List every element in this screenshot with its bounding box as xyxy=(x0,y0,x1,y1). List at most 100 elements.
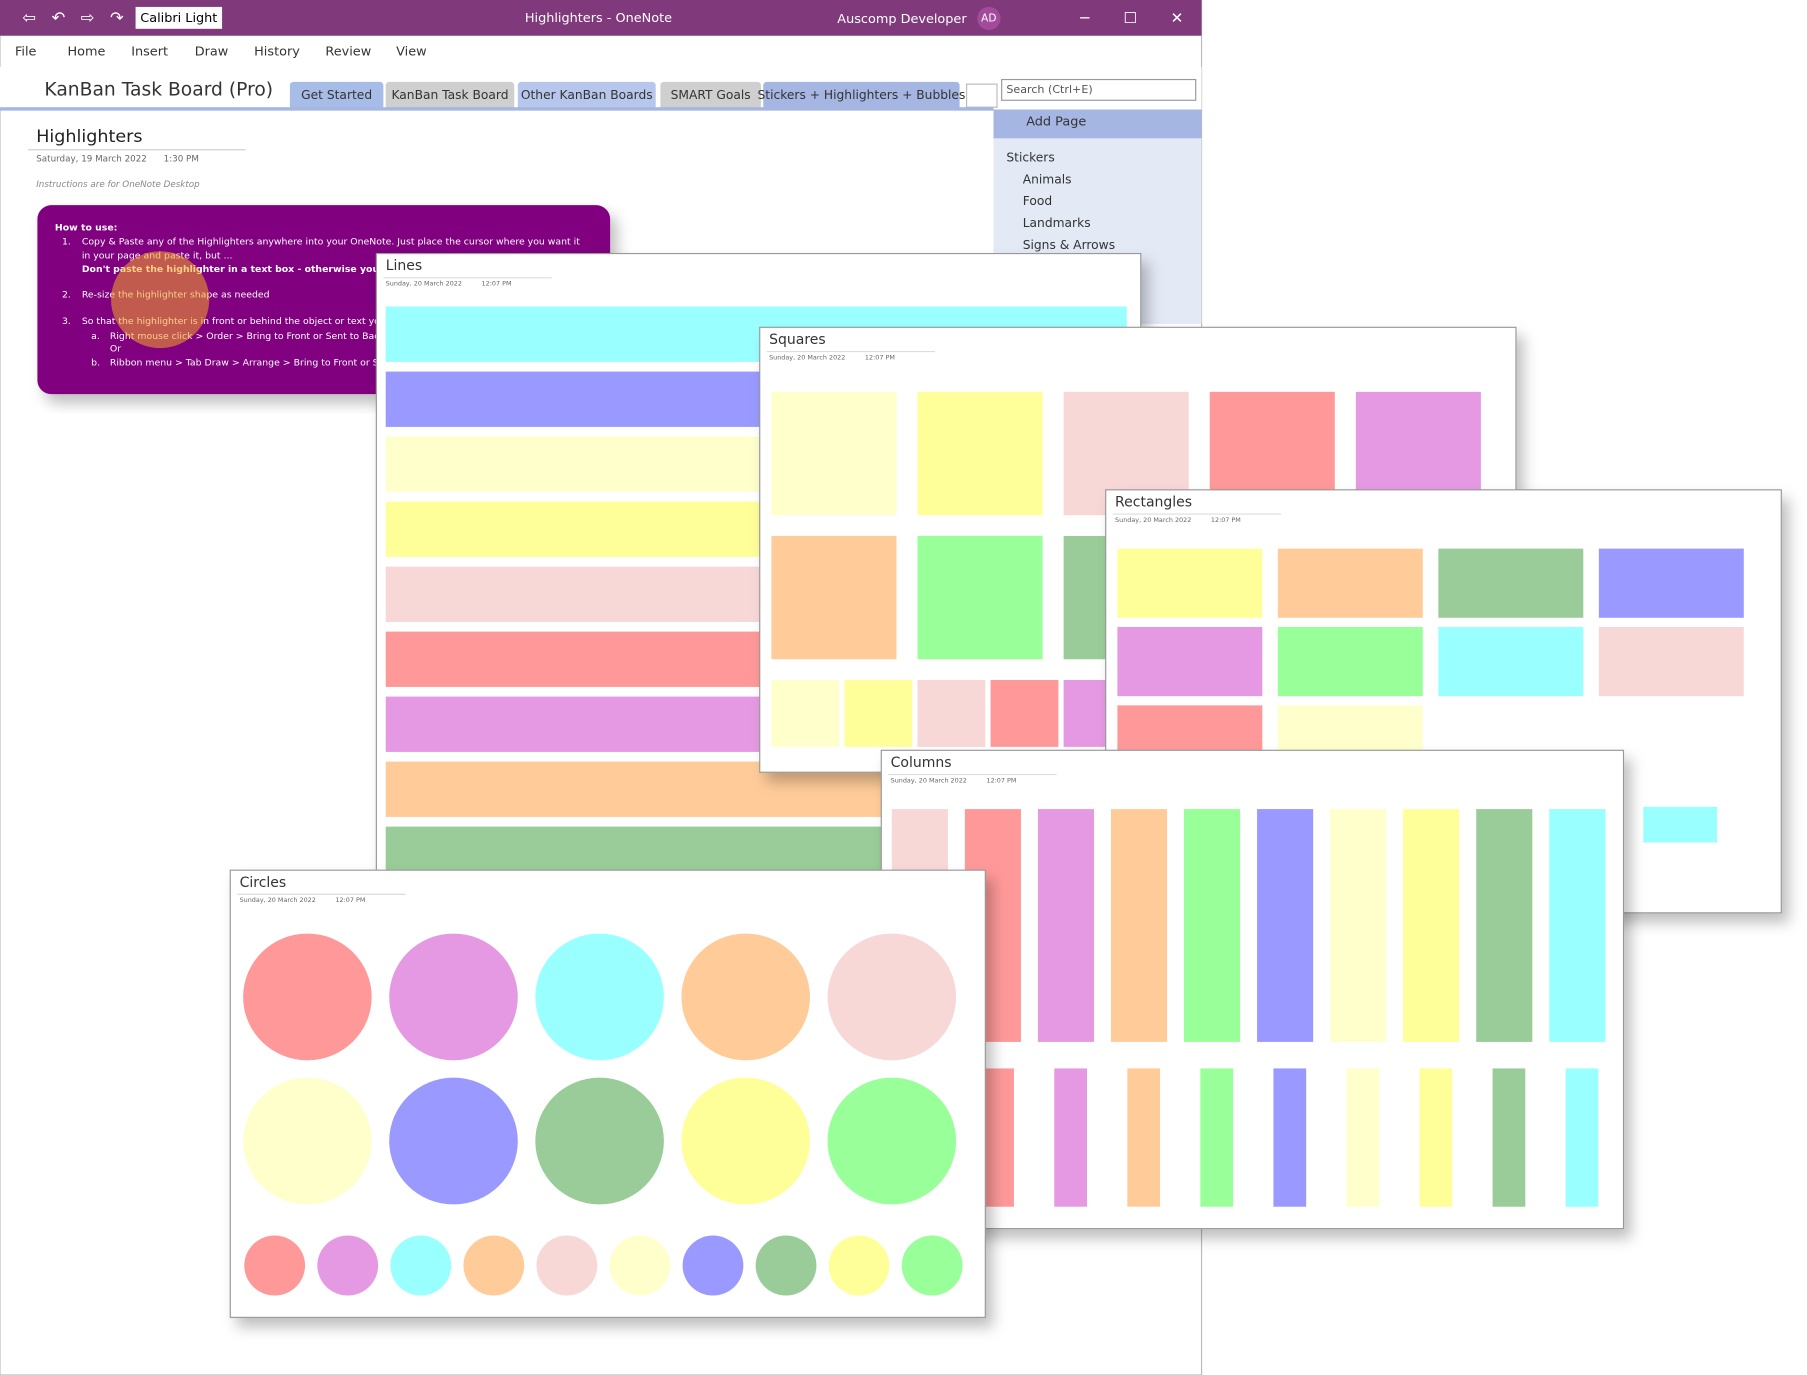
toolbar-icon[interactable]: ↷ xyxy=(110,8,124,27)
page-title: Highlighters xyxy=(36,127,142,147)
highlighter-column xyxy=(1330,809,1387,1042)
highlighter-column xyxy=(1476,809,1533,1042)
highlighter-rectangle xyxy=(1438,548,1584,618)
step-number: 3. xyxy=(62,316,71,327)
highlighter-rectangle xyxy=(1438,626,1584,697)
highlighter-circle-small xyxy=(828,1235,890,1296)
step-number: 1. xyxy=(62,237,71,248)
highlighter-column xyxy=(1403,809,1460,1042)
section-tab-label[interactable]: Get Started xyxy=(301,88,372,102)
highlighter-circle xyxy=(243,1077,372,1205)
clip-time: 12:07 PM xyxy=(335,896,365,904)
menu-item[interactable]: Review xyxy=(325,44,371,59)
menu-item[interactable]: History xyxy=(254,44,300,59)
user-name: Auscomp Developer xyxy=(837,12,967,27)
clip-title: Columns xyxy=(891,755,952,771)
page-time: 1:30 PM xyxy=(164,155,199,165)
highlighter-column-narrow xyxy=(1054,1068,1088,1207)
section-tab-label[interactable]: Stickers + Highlighters + Bubbles xyxy=(757,88,965,102)
highlighter-square-small xyxy=(990,680,1059,747)
search-placeholder[interactable]: Search (Ctrl+E) xyxy=(1006,83,1092,96)
menu-item[interactable]: File xyxy=(15,44,37,59)
highlighter-column-narrow xyxy=(981,1068,1014,1207)
clip-date: Sunday, 20 March 2022 xyxy=(386,280,462,288)
clip-title: Squares xyxy=(769,332,826,348)
highlighter-circle-small xyxy=(244,1235,306,1296)
section-tab-label[interactable]: Other KanBan Boards xyxy=(521,88,653,102)
highlighter-rectangle xyxy=(1598,626,1744,697)
page-note: Instructions are for OneNote Desktop xyxy=(36,180,200,190)
highlighter-circle-small xyxy=(463,1235,525,1296)
highlighter-square-small xyxy=(771,680,840,747)
how-to-heading: How to use: xyxy=(55,223,117,234)
clip-time: 12:07 PM xyxy=(986,776,1016,784)
section-tab-label[interactable]: SMART Goals xyxy=(671,88,751,102)
highlighter-circle xyxy=(243,933,372,1061)
add-page[interactable]: Add Page xyxy=(1026,115,1086,130)
page-link[interactable]: Landmarks xyxy=(1023,216,1091,230)
section-tab xyxy=(517,81,656,110)
page-link[interactable]: Signs & Arrows xyxy=(1023,238,1115,252)
highlighter-square xyxy=(917,391,1043,516)
page-link[interactable]: Animals xyxy=(1023,172,1072,186)
section-tab xyxy=(385,81,515,110)
page-link[interactable]: Stickers xyxy=(1006,150,1054,164)
toolbar-icon[interactable]: ↶ xyxy=(52,8,66,27)
highlighter-circle-small xyxy=(682,1235,744,1296)
avatar xyxy=(977,6,1001,30)
highlighter-square-small xyxy=(844,680,913,747)
highlighter-column-narrow xyxy=(1273,1068,1307,1207)
step-text: So that the highlighter is in front or b… xyxy=(82,316,386,327)
highlighter-circle-small xyxy=(390,1235,452,1296)
clip-date: Sunday, 20 March 2022 xyxy=(769,353,845,361)
highlighter-circle-small xyxy=(536,1235,598,1296)
clip-date: Sunday, 20 March 2022 xyxy=(240,896,316,904)
window-button[interactable]: ✕ xyxy=(1171,9,1184,27)
highlighter-column-narrow xyxy=(1492,1068,1526,1207)
highlighter-square xyxy=(771,391,897,516)
highlighter-circle-small xyxy=(901,1235,963,1296)
highlighter-rectangle xyxy=(1117,626,1263,697)
option-text: Right mouse click > Order > Bring to Fro… xyxy=(110,331,386,342)
search-box xyxy=(1001,78,1197,101)
menu-item[interactable]: Insert xyxy=(131,44,168,59)
page-link[interactable]: Food xyxy=(1023,194,1052,208)
highlighter-circle xyxy=(681,1077,810,1205)
highlighter-circle xyxy=(535,933,664,1061)
step-number: 2. xyxy=(62,290,71,301)
highlighter-column-narrow xyxy=(1419,1068,1453,1207)
highlighter-column xyxy=(1549,809,1606,1042)
highlighter-circle xyxy=(389,933,518,1061)
add-page-band xyxy=(993,109,1202,139)
window-button[interactable]: ☐ xyxy=(1123,9,1137,27)
highlighter-circle xyxy=(389,1077,518,1205)
highlighter-demo xyxy=(111,251,210,349)
highlighter-square xyxy=(771,535,897,660)
highlighter-rectangle-small xyxy=(1643,806,1718,843)
section-tab xyxy=(289,81,384,110)
section-tab-label[interactable]: KanBan Task Board xyxy=(391,88,508,102)
window-button[interactable]: ─ xyxy=(1079,9,1090,27)
highlighter-column xyxy=(1110,809,1168,1042)
font-name[interactable]: Calibri Light xyxy=(140,11,217,26)
menu-item[interactable]: Draw xyxy=(195,44,229,59)
toolbar-icon[interactable]: ⇨ xyxy=(81,8,95,27)
menu-item[interactable]: Home xyxy=(68,44,106,59)
clip-date: Sunday, 20 March 2022 xyxy=(891,776,967,784)
highlighter-column-narrow xyxy=(1346,1068,1380,1207)
highlighter-column xyxy=(1257,809,1314,1042)
highlighter-rectangle xyxy=(1598,548,1744,618)
toolbar-icon[interactable]: ⇦ xyxy=(22,8,36,27)
clip-time: 12:07 PM xyxy=(1211,516,1241,524)
highlighter-column-narrow xyxy=(1127,1068,1161,1207)
add-tab xyxy=(966,83,998,108)
clip-title: Circles xyxy=(240,875,287,891)
menu-item[interactable]: View xyxy=(396,44,426,59)
clip-title: Lines xyxy=(386,258,422,274)
highlighter-circle xyxy=(535,1077,664,1205)
notebook-name[interactable]: KanBan Task Board (Pro) xyxy=(44,79,273,100)
highlighter-circle-small xyxy=(317,1235,379,1296)
clip-date: Sunday, 20 March 2022 xyxy=(1115,516,1191,524)
